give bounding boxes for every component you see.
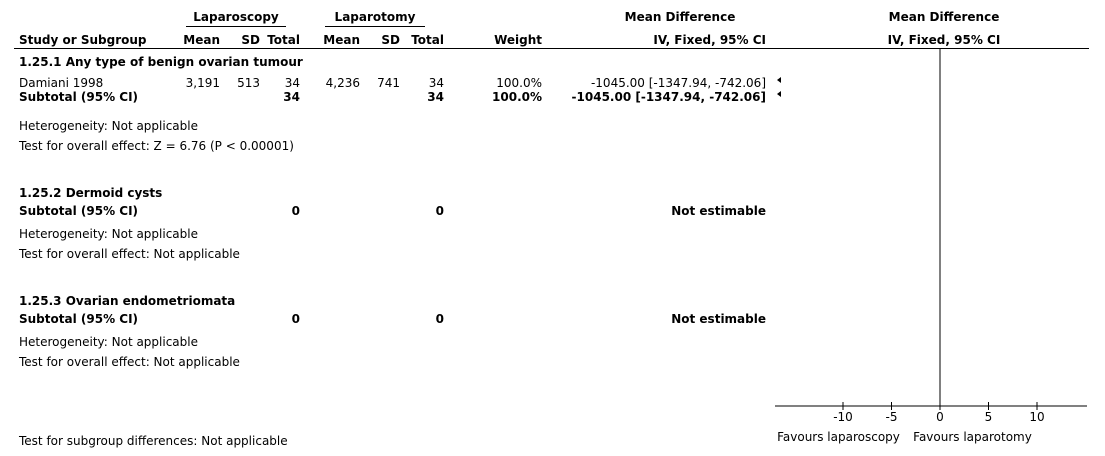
subgroup-differences-text: Test for subgroup differences: Not appli… xyxy=(19,434,288,448)
mean2-column-header: Mean xyxy=(323,33,360,47)
subtotal-weight: 100.0% xyxy=(492,90,542,104)
weight-column-header: Weight xyxy=(494,33,542,47)
subtotal-ci: -1045.00 [-1347.94, -742.06] xyxy=(571,90,766,104)
heterogeneity-text: Heterogeneity: Not applicable xyxy=(19,335,198,349)
group2-header: Laparotomy xyxy=(334,10,416,24)
favours-right-label: Favours laparotomy xyxy=(913,430,1032,444)
x-axis-tick-label: -10 xyxy=(833,410,853,424)
study-sd1: 513 xyxy=(237,76,260,90)
study-mean1: 3,191 xyxy=(185,76,220,90)
study-ci: -1045.00 [-1347.94, -742.06] xyxy=(590,76,766,90)
study-offscale-marker xyxy=(777,77,781,83)
subtotal-total1: 34 xyxy=(283,90,300,104)
study-total1: 34 xyxy=(284,76,300,90)
subtotal-total1: 0 xyxy=(291,204,300,218)
mean1-column-header: Mean xyxy=(183,33,220,47)
subtotal-offscale-marker xyxy=(777,91,781,97)
total2-column-header: Total xyxy=(411,33,444,47)
subtotal-ci: Not estimable xyxy=(671,204,766,218)
study-total2: 34 xyxy=(428,76,444,90)
study-sd2: 741 xyxy=(377,76,400,90)
study-weight: 100.0% xyxy=(496,76,542,90)
overall-effect-text: Test for overall effect: Not applicable xyxy=(19,355,240,369)
sd2-column-header: SD xyxy=(381,33,400,47)
study-name: Damiani 1998 xyxy=(19,76,104,90)
favours-left-label: Favours laparoscopy xyxy=(777,430,900,444)
x-axis-tick-label: 5 xyxy=(985,410,993,424)
plot-effect-measure-header: Mean Difference xyxy=(888,10,1000,24)
heterogeneity-text: Heterogeneity: Not applicable xyxy=(19,119,198,133)
subtotal-label: Subtotal (95% CI) xyxy=(19,312,139,326)
subtotal-ci: Not estimable xyxy=(671,312,766,326)
subtotal-label: Subtotal (95% CI) xyxy=(19,90,139,104)
subgroup-title: 1.25.1 Any type of benign ovarian tumour xyxy=(19,55,303,69)
header-divider xyxy=(14,48,1089,49)
subtotal-total2: 34 xyxy=(427,90,444,104)
total1-column-header: Total xyxy=(267,33,300,47)
effect-measure-header: Mean Difference xyxy=(624,10,736,24)
subgroup-title: 1.25.2 Dermoid cysts xyxy=(19,186,163,200)
x-axis-tick-label: 0 xyxy=(936,410,944,424)
group2-underline xyxy=(325,26,425,27)
study-mean2: 4,236 xyxy=(325,76,360,90)
overall-effect-text: Test for overall effect: Z = 6.76 (P < 0… xyxy=(19,139,294,153)
subtotal-label: Subtotal (95% CI) xyxy=(19,204,139,218)
subtotal-total2: 0 xyxy=(435,204,444,218)
x-axis-tick-label: -5 xyxy=(886,410,898,424)
sd1-column-header: SD xyxy=(241,33,260,47)
ci-column-header: IV, Fixed, 95% CI xyxy=(653,33,766,47)
subtotal-total2: 0 xyxy=(435,312,444,326)
x-axis-tick-label: 10 xyxy=(1029,410,1044,424)
group1-header: Laparoscopy xyxy=(193,10,279,24)
subgroup-title: 1.25.3 Ovarian endometriomata xyxy=(19,294,236,308)
group1-underline xyxy=(186,26,286,27)
heterogeneity-text: Heterogeneity: Not applicable xyxy=(19,227,198,241)
study-column-header: Study or Subgroup xyxy=(19,33,147,47)
overall-effect-text: Test for overall effect: Not applicable xyxy=(19,247,240,261)
subtotal-total1: 0 xyxy=(291,312,300,326)
plot-ci-column-header: IV, Fixed, 95% CI xyxy=(887,33,1001,47)
